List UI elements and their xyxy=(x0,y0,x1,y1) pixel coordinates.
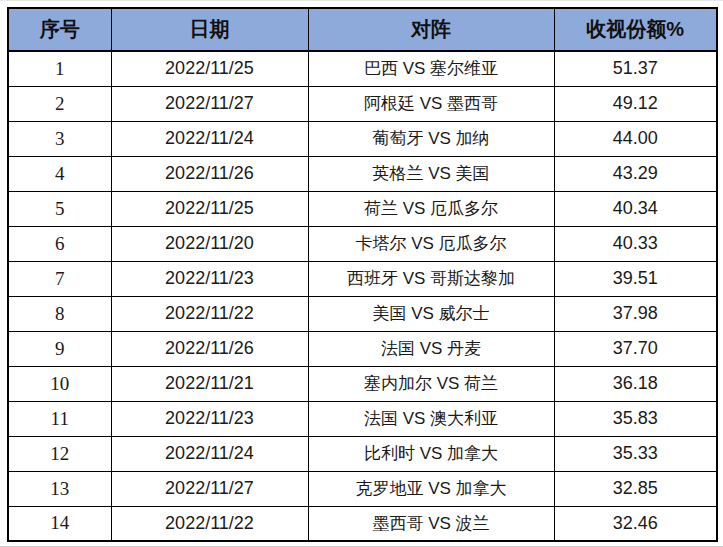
cell-share: 37.70 xyxy=(554,331,717,366)
col-header-share: 收视份额% xyxy=(554,8,717,51)
viewing-share-table: 序号 日期 对阵 收视份额% 12022/11/25巴西 VS 塞尔维亚51.3… xyxy=(7,7,718,542)
table-row: 72022/11/23西班牙 VS 哥斯达黎加39.51 xyxy=(8,261,717,296)
cell-match: 卡塔尔 VS 厄瓜多尔 xyxy=(308,226,554,261)
cell-date: 2022/11/25 xyxy=(111,191,308,226)
cell-match: 荷兰 VS 厄瓜多尔 xyxy=(308,191,554,226)
cell-date: 2022/11/24 xyxy=(111,121,308,156)
cell-index: 2 xyxy=(8,86,111,121)
cell-match: 克罗地亚 VS 加拿大 xyxy=(308,471,554,506)
table-row: 12022/11/25巴西 VS 塞尔维亚51.37 xyxy=(8,51,717,86)
cell-match: 法国 VS 澳大利亚 xyxy=(308,401,554,436)
cell-index: 14 xyxy=(8,506,111,541)
col-header-match: 对阵 xyxy=(308,8,554,51)
cell-share: 51.37 xyxy=(554,51,717,86)
page-background: 序号 日期 对阵 收视份额% 12022/11/25巴西 VS 塞尔维亚51.3… xyxy=(0,0,723,547)
table-row: 92022/11/26法国 VS 丹麦37.70 xyxy=(8,331,717,366)
cell-index: 13 xyxy=(8,471,111,506)
header-row: 序号 日期 对阵 收视份额% xyxy=(8,8,717,51)
cell-index: 3 xyxy=(8,121,111,156)
cell-match: 巴西 VS 塞尔维亚 xyxy=(308,51,554,86)
cell-date: 2022/11/22 xyxy=(111,506,308,541)
cell-share: 32.85 xyxy=(554,471,717,506)
cell-share: 40.34 xyxy=(554,191,717,226)
cell-index: 1 xyxy=(8,51,111,86)
cell-date: 2022/11/24 xyxy=(111,436,308,471)
table-row: 82022/11/22美国 VS 威尔士37.98 xyxy=(8,296,717,331)
cell-date: 2022/11/23 xyxy=(111,401,308,436)
cell-match: 塞内加尔 VS 荷兰 xyxy=(308,366,554,401)
cell-match: 葡萄牙 VS 加纳 xyxy=(308,121,554,156)
cell-share: 37.98 xyxy=(554,296,717,331)
table-row: 102022/11/21塞内加尔 VS 荷兰36.18 xyxy=(8,366,717,401)
cell-share: 32.46 xyxy=(554,506,717,541)
table-row: 52022/11/25荷兰 VS 厄瓜多尔40.34 xyxy=(8,191,717,226)
table-row: 122022/11/24比利时 VS 加拿大35.33 xyxy=(8,436,717,471)
cell-index: 9 xyxy=(8,331,111,366)
col-header-index: 序号 xyxy=(8,8,111,51)
cell-index: 6 xyxy=(8,226,111,261)
cell-share: 35.33 xyxy=(554,436,717,471)
cell-share: 40.33 xyxy=(554,226,717,261)
table-row: 42022/11/26英格兰 VS 美国43.29 xyxy=(8,156,717,191)
table-row: 112022/11/23法国 VS 澳大利亚35.83 xyxy=(8,401,717,436)
table-body: 12022/11/25巴西 VS 塞尔维亚51.3722022/11/27阿根廷… xyxy=(8,51,717,541)
cell-match: 墨西哥 VS 波兰 xyxy=(308,506,554,541)
cell-share: 35.83 xyxy=(554,401,717,436)
table-row: 22022/11/27阿根廷 VS 墨西哥49.12 xyxy=(8,86,717,121)
table-row: 132022/11/27克罗地亚 VS 加拿大32.85 xyxy=(8,471,717,506)
cell-match: 英格兰 VS 美国 xyxy=(308,156,554,191)
cell-date: 2022/11/27 xyxy=(111,471,308,506)
table-header: 序号 日期 对阵 收视份额% xyxy=(8,8,717,51)
cell-match: 阿根廷 VS 墨西哥 xyxy=(308,86,554,121)
cell-date: 2022/11/22 xyxy=(111,296,308,331)
col-header-date: 日期 xyxy=(111,8,308,51)
cell-date: 2022/11/20 xyxy=(111,226,308,261)
cell-date: 2022/11/23 xyxy=(111,261,308,296)
cell-date: 2022/11/26 xyxy=(111,156,308,191)
table-row: 142022/11/22墨西哥 VS 波兰32.46 xyxy=(8,506,717,541)
cell-index: 12 xyxy=(8,436,111,471)
cell-date: 2022/11/27 xyxy=(111,86,308,121)
cell-date: 2022/11/26 xyxy=(111,331,308,366)
cell-share: 39.51 xyxy=(554,261,717,296)
cell-index: 4 xyxy=(8,156,111,191)
cell-share: 43.29 xyxy=(554,156,717,191)
cell-match: 西班牙 VS 哥斯达黎加 xyxy=(308,261,554,296)
cell-index: 11 xyxy=(8,401,111,436)
table-row: 32022/11/24葡萄牙 VS 加纳44.00 xyxy=(8,121,717,156)
cell-share: 49.12 xyxy=(554,86,717,121)
cell-index: 7 xyxy=(8,261,111,296)
table-row: 62022/11/20卡塔尔 VS 厄瓜多尔40.33 xyxy=(8,226,717,261)
cell-share: 36.18 xyxy=(554,366,717,401)
cell-share: 44.00 xyxy=(554,121,717,156)
cell-index: 10 xyxy=(8,366,111,401)
cell-date: 2022/11/21 xyxy=(111,366,308,401)
cell-date: 2022/11/25 xyxy=(111,51,308,86)
cell-index: 8 xyxy=(8,296,111,331)
cell-index: 5 xyxy=(8,191,111,226)
cell-match: 比利时 VS 加拿大 xyxy=(308,436,554,471)
cell-match: 美国 VS 威尔士 xyxy=(308,296,554,331)
cell-match: 法国 VS 丹麦 xyxy=(308,331,554,366)
